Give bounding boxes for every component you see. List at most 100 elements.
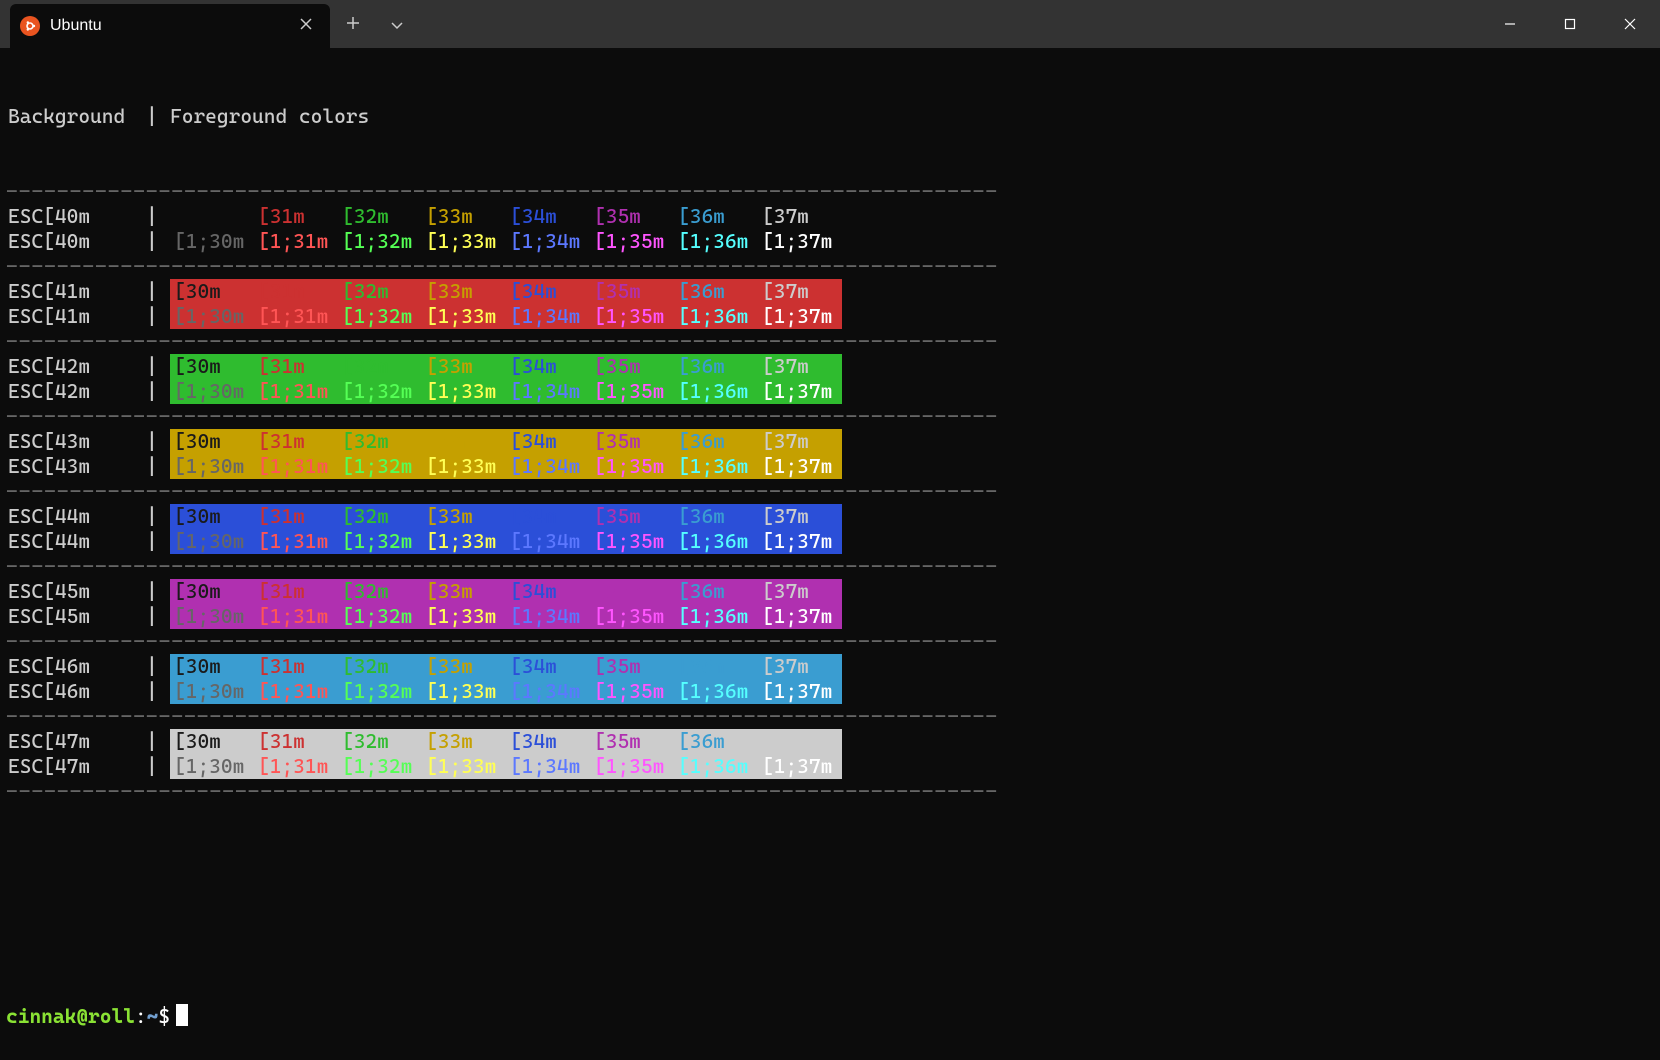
- tab-close-button[interactable]: [294, 12, 318, 40]
- color-cell-bold: [1;32m: [338, 229, 422, 254]
- ubuntu-icon: [20, 16, 40, 36]
- color-cell: [32m: [338, 654, 422, 679]
- color-cell-bold: [1;37m: [758, 529, 842, 554]
- color-row-normal: ESC[44m|[30m[31m[32m[33m[34m[35m[36m[37m: [6, 504, 1654, 529]
- maximize-button[interactable]: [1540, 0, 1600, 48]
- pipe-separator: |: [146, 429, 170, 454]
- bg-label: ESC[44m: [6, 504, 146, 529]
- color-cell-bold: [1;37m: [758, 679, 842, 704]
- color-cell: [35m: [590, 504, 674, 529]
- title-bar: Ubuntu: [0, 0, 1660, 48]
- color-cell: [34m: [506, 204, 590, 229]
- color-cell-bold: [1;35m: [590, 304, 674, 329]
- pipe-separator: |: [146, 304, 170, 329]
- color-row-normal: ESC[46m|[30m[31m[32m[33m[34m[35m[36m[37m: [6, 654, 1654, 679]
- color-cell-bold: [1;34m: [506, 529, 590, 554]
- color-cell: [30m: [170, 429, 254, 454]
- pipe-separator: |: [146, 354, 170, 379]
- color-cell-bold: [1;33m: [422, 304, 506, 329]
- prompt-dollar: $: [158, 1004, 170, 1029]
- separator-line: ----------------------------------------…: [6, 329, 1654, 354]
- color-cell: [37m: [758, 654, 842, 679]
- color-cell: [30m: [170, 579, 254, 604]
- color-cell-bold: [1;36m: [674, 304, 758, 329]
- color-cell: [32m: [338, 279, 422, 304]
- prompt-user: cinnak@roll: [6, 1004, 135, 1029]
- color-cell-bold: [1;34m: [506, 379, 590, 404]
- color-cell-bold: [1;31m: [254, 229, 338, 254]
- color-cell-bold: [1;32m: [338, 379, 422, 404]
- color-cell-bold: [1;30m: [170, 454, 254, 479]
- pipe-separator: |: [146, 529, 170, 554]
- color-cell-bold: [1;34m: [506, 754, 590, 779]
- bg-label: ESC[41m: [6, 304, 146, 329]
- color-cell: [37m: [758, 429, 842, 454]
- color-cell-bold: [1;30m: [170, 754, 254, 779]
- color-cell-bold: [1;36m: [674, 679, 758, 704]
- color-cell: [30m: [170, 654, 254, 679]
- shell-prompt[interactable]: cinnak@roll:~$: [6, 1004, 1654, 1029]
- close-window-button[interactable]: [1600, 0, 1660, 48]
- color-cell-bold: [1;35m: [590, 754, 674, 779]
- pipe-separator: |: [146, 679, 170, 704]
- color-row-bold: ESC[46m|[1;30m[1;31m[1;32m[1;33m[1;34m[1…: [6, 679, 1654, 704]
- color-cell: [36m: [674, 279, 758, 304]
- color-cell: [31m: [254, 654, 338, 679]
- color-cell: [32m: [338, 579, 422, 604]
- color-cell: [32m: [338, 504, 422, 529]
- minimize-button[interactable]: [1480, 0, 1540, 48]
- color-cell: [36m: [674, 204, 758, 229]
- color-cell-bold: [1;35m: [590, 604, 674, 629]
- color-cell: [37m: [758, 354, 842, 379]
- bg-label: ESC[45m: [6, 604, 146, 629]
- color-cell-bold: [1;31m: [254, 529, 338, 554]
- pipe-separator: |: [146, 654, 170, 679]
- color-cell-bold: [1;35m: [590, 229, 674, 254]
- color-cell-bold: [1;30m: [170, 529, 254, 554]
- color-cell: [34m: [506, 729, 590, 754]
- pipe-separator: |: [146, 604, 170, 629]
- color-cell-bold: [1;30m: [170, 679, 254, 704]
- color-cell: [37m: [758, 204, 842, 229]
- color-cell: [33m: [422, 429, 506, 454]
- color-row-normal: ESC[45m|[30m[31m[32m[33m[34m[35m[36m[37m: [6, 579, 1654, 604]
- color-cell-bold: [1;30m: [170, 379, 254, 404]
- blank-line: [6, 929, 1654, 954]
- bg-label: ESC[47m: [6, 754, 146, 779]
- header-right: Foreground colors: [170, 104, 369, 129]
- color-row-normal: ESC[43m|[30m[31m[32m[33m[34m[35m[36m[37m: [6, 429, 1654, 454]
- color-cell-bold: [1;31m: [254, 454, 338, 479]
- tab-title: Ubuntu: [50, 16, 294, 36]
- color-cell-bold: [1;37m: [758, 454, 842, 479]
- tab-dropdown-button[interactable]: [384, 7, 410, 42]
- color-cell: [35m: [590, 204, 674, 229]
- color-cell-bold: [1;33m: [422, 604, 506, 629]
- color-cell: [31m: [254, 729, 338, 754]
- color-row-bold: ESC[42m|[1;30m[1;31m[1;32m[1;33m[1;34m[1…: [6, 379, 1654, 404]
- tab-ubuntu[interactable]: Ubuntu: [10, 4, 330, 48]
- separator-line: ----------------------------------------…: [6, 254, 1654, 279]
- color-cell-bold: [1;33m: [422, 379, 506, 404]
- color-row-bold: ESC[45m|[1;30m[1;31m[1;32m[1;33m[1;34m[1…: [6, 604, 1654, 629]
- terminal-output[interactable]: Background | Foreground colors ---------…: [0, 48, 1660, 1060]
- color-cell-bold: [1;36m: [674, 754, 758, 779]
- color-cell-bold: [1;34m: [506, 229, 590, 254]
- color-cell: [31m: [254, 204, 338, 229]
- color-cell-bold: [1;32m: [338, 454, 422, 479]
- color-cell: [35m: [590, 654, 674, 679]
- color-cell: [33m: [422, 279, 506, 304]
- color-cell: [33m: [422, 729, 506, 754]
- color-cell-bold: [1;37m: [758, 754, 842, 779]
- color-cell: [33m: [422, 204, 506, 229]
- color-cell: [33m: [422, 654, 506, 679]
- bg-label: ESC[42m: [6, 379, 146, 404]
- new-tab-button[interactable]: [340, 7, 366, 42]
- color-row-normal: ESC[47m|[30m[31m[32m[33m[34m[35m[36m[37m: [6, 729, 1654, 754]
- bg-label: ESC[40m: [6, 229, 146, 254]
- color-row-bold: ESC[44m|[1;30m[1;31m[1;32m[1;33m[1;34m[1…: [6, 529, 1654, 554]
- color-cell-bold: [1;36m: [674, 604, 758, 629]
- color-cell-bold: [1;31m: [254, 754, 338, 779]
- bg-label: ESC[40m: [6, 204, 146, 229]
- color-row-bold: ESC[43m|[1;30m[1;31m[1;32m[1;33m[1;34m[1…: [6, 454, 1654, 479]
- header-sep: |: [146, 104, 170, 129]
